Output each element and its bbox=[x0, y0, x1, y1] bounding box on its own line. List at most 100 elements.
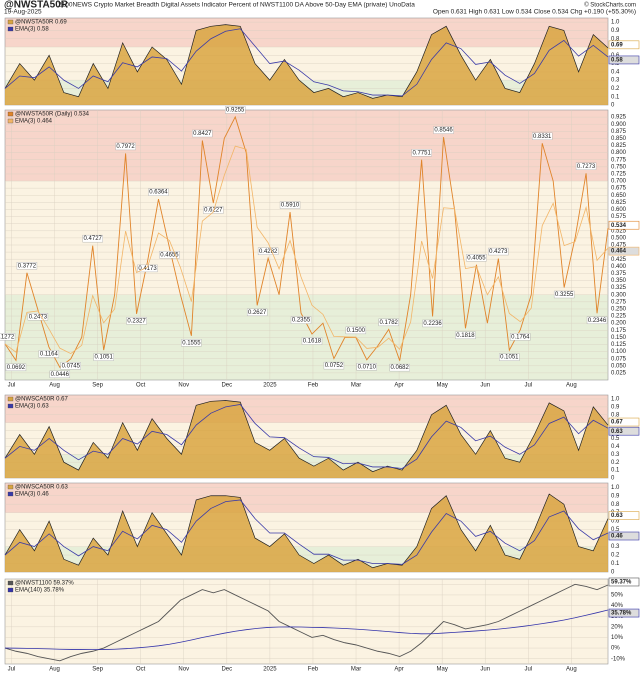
value-label: 0.5910 bbox=[281, 203, 300, 209]
value-label-box bbox=[93, 353, 114, 361]
value-label: 0.8546 bbox=[434, 128, 453, 134]
zone bbox=[5, 579, 608, 664]
x-tick-label: Mar bbox=[351, 383, 361, 389]
end-label-box bbox=[608, 417, 640, 427]
y-tick-label: 10% bbox=[611, 635, 624, 641]
end-label-box bbox=[608, 246, 640, 256]
legend-swatch bbox=[7, 587, 14, 593]
value-label: 0.4655 bbox=[160, 252, 179, 258]
y-tick-label: 0.725 bbox=[611, 172, 627, 178]
value-label-box bbox=[246, 308, 268, 317]
x-tick-label: Dec bbox=[221, 667, 232, 673]
panel-frame bbox=[4, 578, 609, 665]
y-tick-label: 0.050 bbox=[611, 363, 627, 369]
value-label-box bbox=[466, 254, 487, 262]
value-label-box bbox=[225, 106, 246, 114]
y-tick-label: 0.625 bbox=[611, 200, 627, 206]
y-tick-label: 50% bbox=[611, 593, 624, 599]
value-label-box bbox=[137, 264, 158, 273]
value-label: 0.7751 bbox=[412, 150, 431, 156]
y-tick-label: 0.4 bbox=[611, 444, 620, 450]
x-tick-label: Sep bbox=[92, 667, 103, 673]
x-tick-label: Aug bbox=[49, 667, 60, 673]
y-tick-label: 0.500 bbox=[611, 235, 627, 241]
value-label: 0.7972 bbox=[116, 144, 135, 150]
line bbox=[4, 145, 609, 355]
value-label-box bbox=[279, 201, 301, 209]
value-label: 0.4173 bbox=[138, 266, 157, 272]
value-label: 0.1782 bbox=[380, 320, 399, 326]
value-label: 0.1051 bbox=[500, 355, 519, 361]
value-label: 0.0710 bbox=[358, 364, 377, 370]
legend-entry: @NWSTA50R (Daily) 0.534 bbox=[15, 112, 90, 118]
y-tick-label: 0.800 bbox=[611, 150, 627, 156]
value-label: 0.1500 bbox=[347, 328, 366, 334]
y-tick-label: 0.150 bbox=[611, 335, 627, 341]
value-label-box bbox=[378, 318, 399, 327]
value-label-box bbox=[181, 339, 202, 347]
value-label: 0.9255 bbox=[226, 108, 245, 114]
y-tick-label: 0.325 bbox=[611, 285, 627, 291]
value-label: 0.0446 bbox=[51, 372, 70, 378]
legend-entry: EMA(3) 0.58 bbox=[15, 27, 49, 33]
y-tick-label: 0.8 bbox=[611, 412, 620, 418]
y-tick-label: 0.525 bbox=[611, 228, 627, 234]
y-tick-label: 0.4 bbox=[611, 69, 620, 75]
y-tick-label: 0.1 bbox=[611, 94, 620, 100]
y-tick-label: 0.3 bbox=[611, 78, 620, 84]
x-tick-label: Nov bbox=[178, 383, 189, 389]
date: 19-Aug-2025 bbox=[4, 9, 42, 16]
area bbox=[5, 24, 608, 105]
y-tick-label: 0.8 bbox=[611, 36, 620, 42]
y-tick-label: 0.275 bbox=[611, 299, 627, 305]
y-tick-label: 0.900 bbox=[611, 122, 627, 128]
value-label-box bbox=[257, 247, 279, 256]
y-tick-label: 0.1 bbox=[611, 561, 620, 567]
y-tick-label: 0.075 bbox=[611, 356, 627, 362]
end-label: 0.464 bbox=[611, 249, 627, 255]
y-tick-label: 0% bbox=[611, 646, 620, 652]
end-label: 0.534 bbox=[611, 223, 627, 229]
value-label-box bbox=[60, 362, 81, 370]
legend-entry: @NWST1100 59.37% bbox=[15, 581, 74, 587]
value-label: 0.4055 bbox=[467, 255, 486, 261]
value-label: 0.0745 bbox=[62, 363, 81, 369]
y-tick-label: 0.750 bbox=[611, 164, 627, 170]
y-tick-label: 0.925 bbox=[611, 115, 627, 121]
end-label: 35.78% bbox=[611, 611, 632, 617]
value-label-box bbox=[148, 188, 169, 196]
quote: Open 0.631 High 0.631 Low 0.534 Close 0.… bbox=[433, 9, 636, 16]
line bbox=[4, 28, 609, 97]
x-tick-label: May bbox=[437, 667, 448, 673]
value-label-box bbox=[5, 363, 27, 372]
legend-swatch bbox=[7, 396, 14, 402]
y-tick-label: 0.025 bbox=[611, 370, 627, 376]
line bbox=[4, 609, 609, 651]
x-tick-label: Jul bbox=[8, 667, 16, 673]
value-label: 0.7273 bbox=[577, 164, 596, 170]
value-label: 0.1555 bbox=[182, 340, 201, 346]
value-label-box bbox=[345, 326, 367, 335]
value-label-box bbox=[510, 333, 531, 341]
value-label-box bbox=[455, 331, 476, 340]
legend-swatch bbox=[7, 118, 14, 124]
value-label: 0.0692 bbox=[7, 365, 26, 371]
value-label-box bbox=[192, 129, 213, 138]
area-outline bbox=[4, 24, 609, 99]
y-tick-label: 0.875 bbox=[611, 129, 627, 135]
y-tick-label: 0.350 bbox=[611, 278, 627, 284]
value-label: 0.0682 bbox=[391, 365, 410, 371]
legend-swatch bbox=[7, 580, 14, 586]
y-tick-label: 0.575 bbox=[611, 214, 627, 220]
x-tick-label: Apr bbox=[394, 667, 403, 673]
area bbox=[5, 400, 608, 478]
value-label-box bbox=[411, 149, 432, 157]
value-label: 0.1618 bbox=[303, 339, 322, 345]
x-tick-label: Jul bbox=[8, 383, 16, 389]
legend-entry: EMA(140) 35.78% bbox=[15, 588, 65, 594]
value-label: 0.3255 bbox=[555, 292, 574, 298]
end-label: 0.67 bbox=[611, 420, 623, 426]
y-tick-label: 0.2 bbox=[611, 553, 620, 559]
x-tick-label: Aug bbox=[566, 667, 577, 673]
y-tick-label: 0.300 bbox=[611, 292, 627, 298]
